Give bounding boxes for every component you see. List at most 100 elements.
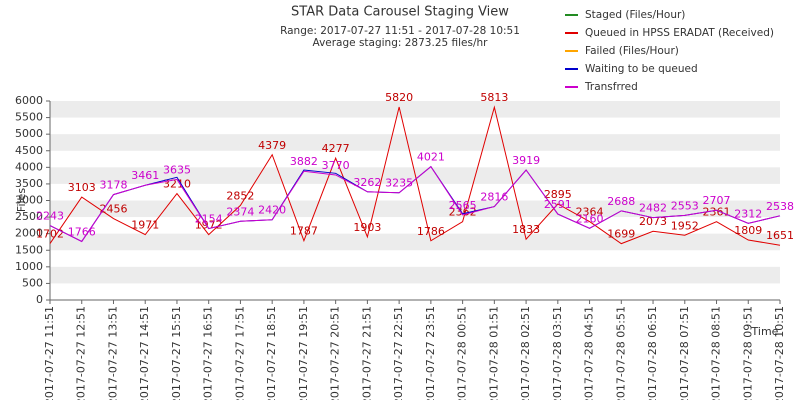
x-tick-label: 2017-07-27 12:51	[75, 306, 88, 400]
y-tick-label: 3000	[15, 194, 43, 207]
data-label: 2538	[766, 200, 794, 213]
data-label: 3235	[385, 177, 413, 190]
data-label: 2073	[639, 215, 667, 228]
x-tick-label: 2017-07-27 14:51	[138, 306, 151, 400]
data-label: 1787	[290, 225, 318, 238]
x-tick-label: 2017-07-27 22:51	[392, 306, 405, 400]
x-tick-label: 2017-07-27 13:51	[106, 306, 119, 400]
y-tick-label: 1500	[15, 243, 43, 256]
data-label: 3635	[163, 163, 191, 176]
data-label: 3919	[512, 154, 540, 167]
y-tick-label: 2500	[15, 210, 43, 223]
chart-title: STAR Data Carousel Staging View	[291, 5, 509, 20]
data-label: 1766	[68, 225, 96, 238]
data-label: 2362	[449, 206, 477, 219]
x-tick-label: 2017-07-27 23:51	[424, 306, 437, 400]
data-label: 2816	[480, 191, 508, 204]
y-tick-label: 500	[22, 276, 43, 289]
y-tick-label: 3500	[15, 177, 43, 190]
data-label: 1833	[512, 223, 540, 236]
data-label: 2482	[639, 202, 667, 215]
grid-band	[50, 134, 780, 151]
legend-label: Transfrred	[584, 81, 638, 93]
legend-label: Staged (Files/Hour)	[585, 9, 685, 21]
data-label: 2374	[226, 205, 254, 218]
legend-label: Waiting to be queued	[585, 63, 698, 75]
y-tick-label: 6000	[15, 94, 43, 107]
data-label: 3262	[353, 176, 381, 189]
legend-label: Failed (Files/Hour)	[585, 45, 679, 57]
x-tick-label: 2017-07-27 11:51	[43, 306, 56, 400]
data-label: 1786	[417, 225, 445, 238]
data-label: 4379	[258, 139, 286, 152]
data-label: 4277	[322, 142, 350, 155]
y-tick-label: 5500	[15, 111, 43, 124]
x-tick-label: 2017-07-28 08:51	[710, 306, 723, 400]
data-label: 3461	[131, 169, 159, 182]
data-label: 2243	[36, 210, 64, 223]
data-label: 1702	[36, 228, 64, 241]
series-line	[49, 105, 781, 246]
x-tick-label: 2017-07-28 06:51	[646, 306, 659, 400]
data-label: 4021	[417, 151, 445, 164]
y-tick-label: 0	[36, 293, 43, 306]
x-tick-label: 2017-07-27 15:51	[170, 306, 183, 400]
data-label: 1972	[195, 219, 223, 232]
data-label: 2361	[703, 206, 731, 219]
x-tick-label: 2017-07-28 07:51	[678, 306, 691, 400]
x-axis-label: Time	[751, 325, 779, 338]
y-tick-label: 5000	[15, 127, 43, 140]
data-label: 1903	[353, 221, 381, 234]
data-label: 1952	[671, 219, 699, 232]
grid-band	[50, 233, 780, 251]
data-label: 2688	[607, 195, 635, 208]
data-label: 2852	[226, 189, 254, 202]
data-label: 3178	[99, 179, 127, 192]
data-label: 2312	[734, 207, 762, 220]
data-label: 2591	[544, 198, 572, 211]
data-label: 1651	[766, 229, 794, 242]
x-tick-label: 2017-07-27 18:51	[265, 306, 278, 400]
y-axis-label: Files	[15, 188, 28, 212]
series-line	[49, 165, 781, 243]
x-tick-label: 2017-07-27 19:51	[297, 306, 310, 400]
data-label: 1809	[734, 224, 762, 237]
grid-band	[50, 101, 780, 118]
x-tick-label: 2017-07-28 03:51	[551, 306, 564, 400]
x-tick-label: 2017-07-27 21:51	[360, 306, 373, 400]
data-label: 3770	[322, 159, 350, 172]
x-tick-label: 2017-07-27 20:51	[329, 306, 342, 400]
grid-band	[50, 266, 780, 284]
data-label: 2364	[576, 206, 604, 219]
data-label: 1699	[607, 228, 635, 241]
x-tick-label: 2017-07-28 05:51	[614, 306, 627, 400]
x-tick-label: 2017-07-27 16:51	[202, 306, 215, 400]
legend-label: Queued in HPSS ERADAT (Received)	[585, 27, 774, 39]
data-label: 3882	[290, 155, 318, 168]
subtitle: Range: 2017-07-27 11:51 - 2017-07-28 10:…	[280, 25, 520, 37]
data-label: 2160	[576, 212, 604, 225]
data-label: 5813	[480, 91, 508, 104]
y-tick-label: 4500	[15, 144, 43, 157]
data-label: 2565	[449, 199, 477, 212]
data-label: 3103	[68, 181, 96, 194]
y-tick-label: 2000	[15, 227, 43, 240]
x-tick-label: 2017-07-27 17:51	[233, 306, 246, 400]
data-label: 1971	[131, 219, 159, 232]
subtitle: Average staging: 2873.25 files/hr	[313, 37, 489, 49]
x-tick-label: 2017-07-28 10:51	[773, 306, 786, 400]
data-label: 5820	[385, 91, 413, 104]
x-tick-label: 2017-07-28 09:51	[741, 306, 754, 400]
x-tick-label: 2017-07-28 04:51	[583, 306, 596, 400]
data-label: 2553	[671, 199, 699, 212]
y-tick-label: 4000	[15, 160, 43, 173]
data-label: 2420	[258, 204, 286, 217]
data-label: 2895	[544, 188, 572, 201]
x-tick-label: 2017-07-28 00:51	[456, 306, 469, 400]
x-tick-label: 2017-07-28 02:51	[519, 306, 532, 400]
data-label: 2707	[703, 194, 731, 207]
y-tick-label: 1000	[15, 260, 43, 273]
x-tick-label: 2017-07-28 01:51	[487, 306, 500, 400]
data-label: 2154	[195, 213, 223, 226]
